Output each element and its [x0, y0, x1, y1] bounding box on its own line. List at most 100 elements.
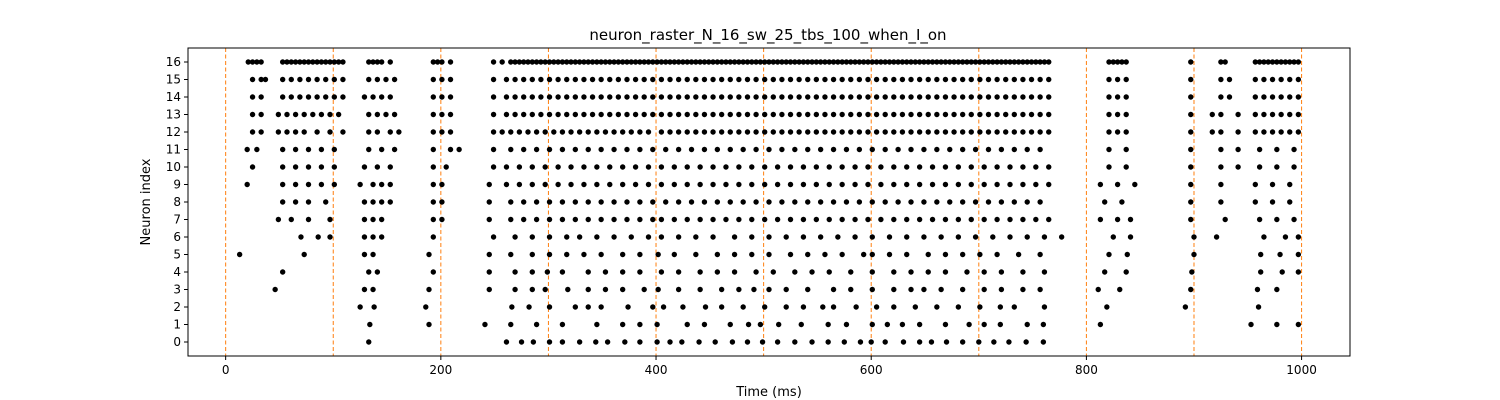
spike-point	[1218, 164, 1224, 170]
spike-point	[581, 94, 587, 100]
spike-point	[852, 164, 858, 170]
spike-point	[693, 251, 699, 258]
spike-point	[650, 59, 656, 65]
spike-point	[675, 269, 682, 275]
spike-point	[718, 94, 725, 100]
spike-point	[305, 94, 312, 100]
spike-point	[249, 164, 256, 170]
spike-point	[779, 94, 785, 100]
spike-point	[292, 164, 299, 170]
spike-point	[258, 94, 264, 100]
spike-point	[323, 94, 329, 100]
spike-point	[367, 321, 373, 328]
spike-point	[710, 76, 716, 83]
spike-point	[1295, 94, 1302, 100]
spike-point	[796, 76, 802, 83]
spike-point	[366, 111, 372, 118]
spike-point	[387, 129, 393, 135]
spike-point	[249, 111, 256, 118]
spike-point	[1188, 181, 1194, 188]
spike-point	[279, 76, 286, 83]
spike-point	[598, 94, 604, 100]
spike-point	[843, 146, 850, 153]
spike-point	[744, 76, 751, 83]
spike-point	[361, 286, 368, 293]
spike-point	[951, 111, 957, 118]
spike-point	[327, 59, 333, 65]
spike-point	[985, 59, 992, 65]
spike-point	[288, 59, 294, 65]
spike-point	[697, 269, 703, 275]
spike-point	[490, 59, 497, 65]
spike-point	[1003, 129, 1009, 135]
spike-point	[516, 129, 523, 135]
spike-point	[753, 269, 759, 275]
spike-point	[693, 111, 699, 118]
spike-point	[856, 199, 863, 205]
spike-point	[1218, 59, 1224, 65]
spike-point	[718, 129, 725, 135]
spike-point	[675, 59, 682, 65]
spike-point	[916, 321, 923, 328]
spike-point	[1106, 76, 1112, 83]
spike-point	[908, 76, 914, 83]
spike-point	[779, 199, 785, 205]
spike-point	[546, 111, 553, 118]
spike-point	[921, 59, 927, 65]
spike-point	[327, 234, 333, 240]
spike-point	[370, 181, 376, 188]
spike-point	[434, 59, 441, 65]
spike-point	[546, 234, 553, 240]
spike-point	[1046, 129, 1052, 135]
spike-point	[297, 59, 303, 65]
spike-point	[736, 76, 742, 83]
spike-point	[1123, 76, 1129, 83]
spike-point	[761, 94, 768, 100]
spike-point	[886, 59, 893, 65]
spike-point	[1295, 269, 1302, 275]
spike-point	[503, 181, 510, 188]
spike-point	[697, 216, 703, 223]
spike-point	[1007, 181, 1013, 188]
spike-point	[934, 111, 940, 118]
spike-point	[559, 146, 566, 153]
spike-point	[899, 76, 906, 83]
spike-point	[1110, 59, 1116, 65]
spike-point	[891, 286, 897, 293]
spike-point	[619, 59, 626, 65]
spike-point	[378, 181, 385, 188]
spike-point	[439, 199, 445, 205]
spike-point	[585, 216, 591, 223]
spike-point	[378, 216, 385, 223]
spike-point	[959, 129, 966, 135]
spike-point	[701, 199, 708, 205]
spike-point	[839, 164, 845, 170]
spike-point	[598, 304, 604, 310]
spike-point	[787, 164, 794, 170]
spike-point	[761, 181, 768, 188]
spike-point	[396, 129, 402, 135]
spike-point	[279, 181, 286, 188]
spike-point	[770, 76, 777, 83]
spike-point	[658, 164, 665, 170]
spike-point	[1261, 129, 1267, 135]
spike-point	[357, 181, 363, 188]
spike-point	[916, 216, 923, 223]
spike-point	[744, 339, 751, 345]
spike-point	[981, 59, 987, 65]
x-axis-label: Time (ms)	[735, 385, 802, 400]
spike-point	[546, 251, 553, 258]
spike-point	[736, 111, 742, 118]
spike-point	[1218, 129, 1224, 135]
spike-point	[869, 286, 875, 293]
spike-point	[1123, 129, 1129, 135]
spike-point	[882, 199, 888, 205]
spike-point	[585, 304, 591, 310]
spike-point	[800, 181, 807, 188]
spike-point	[619, 286, 626, 293]
spike-point	[1256, 59, 1263, 65]
spike-point	[650, 199, 656, 205]
spike-point	[895, 146, 901, 153]
spike-point	[830, 286, 837, 293]
spike-point	[994, 181, 1000, 188]
